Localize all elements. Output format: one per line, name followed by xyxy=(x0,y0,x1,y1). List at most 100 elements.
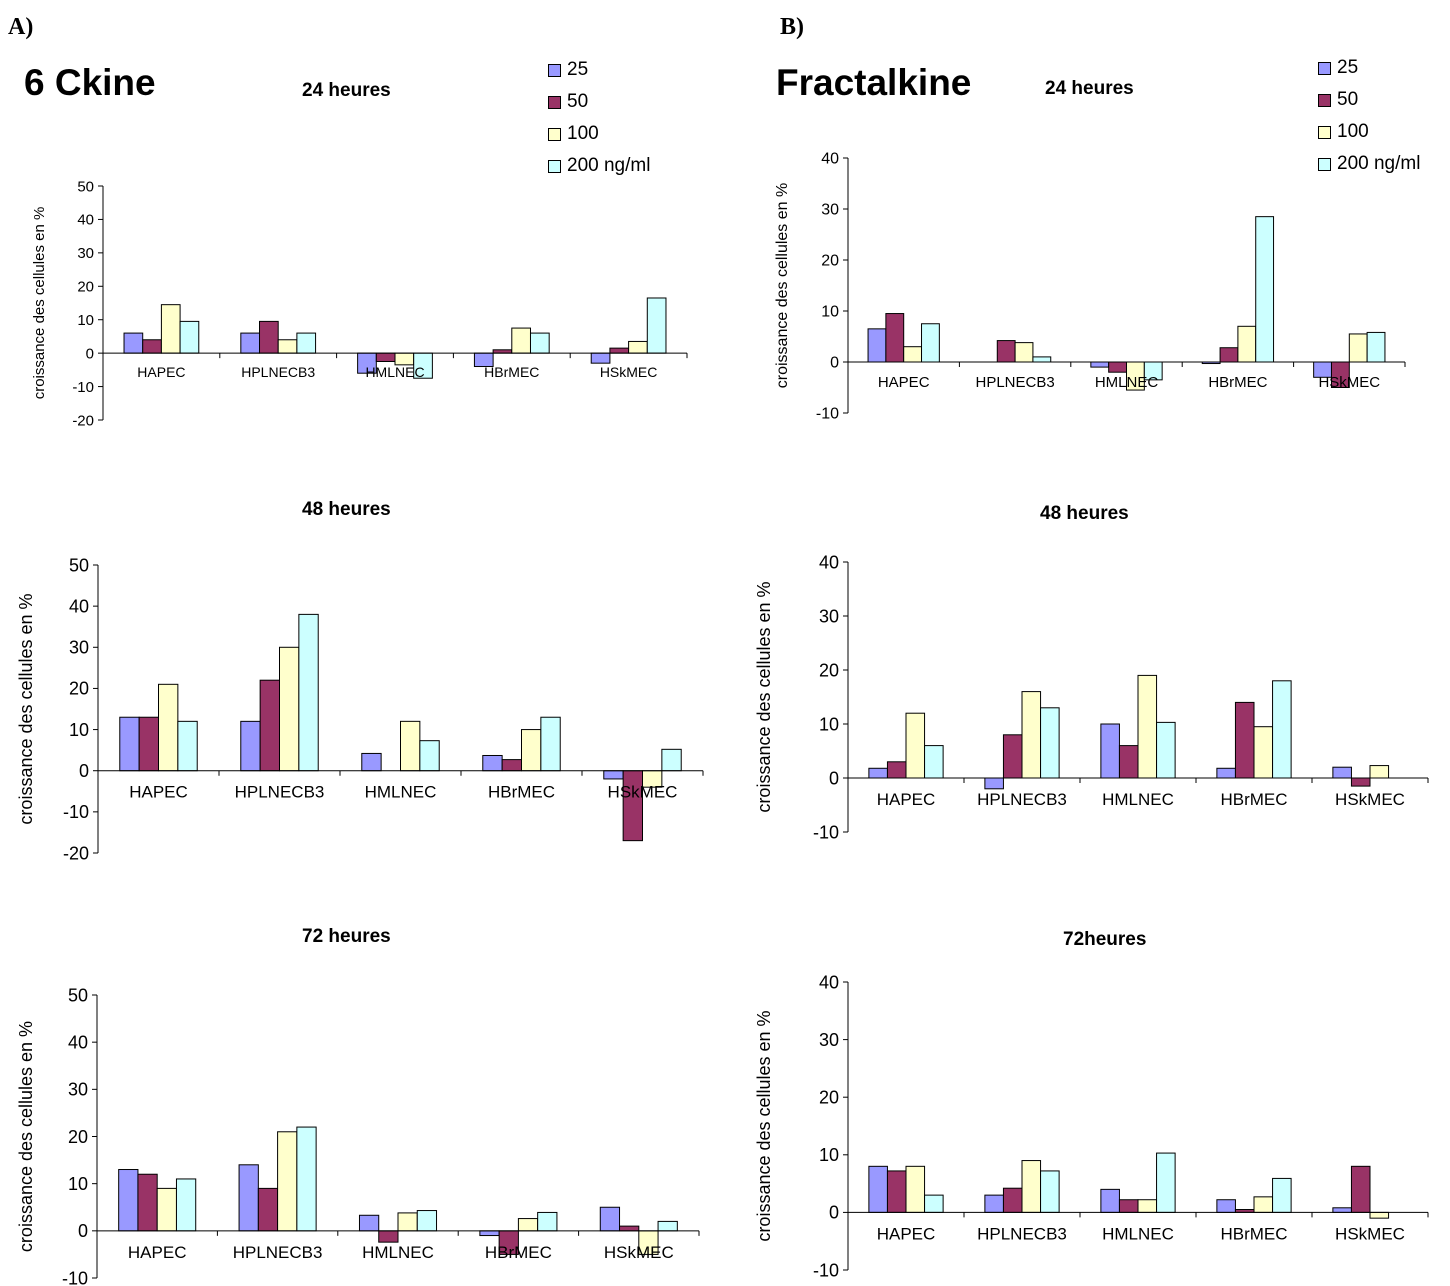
x-tick-label: HAPEC xyxy=(878,374,930,391)
bar-a72-series-3-cat-2 xyxy=(416,1210,438,1232)
bar-a48-series-1-cat-0 xyxy=(138,716,159,772)
bar-b24-series-3-cat-3 xyxy=(1255,216,1275,363)
y-tick-label: 20 xyxy=(69,679,89,699)
bar-a72-series-1-cat-0 xyxy=(137,1173,158,1232)
y-tick-label: 30 xyxy=(68,1080,88,1100)
bar-a24-series-0-cat-0 xyxy=(123,332,144,354)
x-tick-label: HMLNEC xyxy=(365,783,437,802)
bar-b48-series-2-cat-1 xyxy=(1021,691,1042,779)
x-tick-label: HAPEC xyxy=(128,1243,187,1262)
y-axis-label: croissance des cellules en % xyxy=(31,207,48,400)
legend-swatch xyxy=(548,63,561,77)
panel-a-label: A) xyxy=(8,14,34,40)
bar-a72-series-0-cat-3 xyxy=(479,1230,500,1237)
legend-swatch xyxy=(548,95,561,109)
bar-b24-series-0-cat-2 xyxy=(1090,361,1110,368)
y-tick-label: 50 xyxy=(68,985,88,1005)
y-tick-label: 10 xyxy=(69,720,89,740)
bar-b72-series-2-cat-0 xyxy=(905,1165,926,1213)
bar-a24-series-2-cat-4 xyxy=(628,340,648,354)
bar-b48-series-3-cat-0 xyxy=(924,745,944,779)
x-tick-label: HSkMEC xyxy=(600,364,658,380)
bar-a24-series-1-cat-3 xyxy=(492,349,513,354)
bar-a72-series-0-cat-2 xyxy=(358,1214,380,1232)
bar-a48-series-0-cat-3 xyxy=(482,754,503,772)
bar-a24-series-3-cat-1 xyxy=(296,332,317,354)
bar-a48-series-3-cat-4 xyxy=(661,748,682,772)
bar-b48-series-1-cat-3 xyxy=(1234,701,1255,779)
legend-item-50: 50 xyxy=(1318,84,1420,116)
y-tick-label: 0 xyxy=(829,768,839,788)
x-tick-label: HAPEC xyxy=(129,783,188,802)
bar-b48-series-2-cat-3 xyxy=(1253,726,1274,779)
y-tick-label: -10 xyxy=(63,802,89,822)
bar-b72-series-2-cat-2 xyxy=(1137,1199,1158,1213)
x-tick-label: HPLNECB3 xyxy=(975,374,1054,391)
bar-b48-series-0-cat-4 xyxy=(1332,766,1352,779)
legend-item-200: 200 ng/ml xyxy=(548,150,650,182)
bar-a24-series-3-cat-4 xyxy=(646,297,667,354)
x-tick-label: HBrMEC xyxy=(488,783,555,802)
legend-label: 50 xyxy=(1337,89,1359,110)
bar-a48-series-2-cat-0 xyxy=(158,683,179,772)
bar-b72-series-0-cat-0 xyxy=(868,1165,888,1213)
legend-item-200: 200 ng/ml xyxy=(1318,148,1420,180)
bar-b72-series-2-cat-3 xyxy=(1253,1196,1274,1213)
bar-b48-series-1-cat-0 xyxy=(886,761,907,779)
y-tick-label: 0 xyxy=(829,1203,839,1223)
bar-a24-series-3-cat-3 xyxy=(529,332,550,354)
x-tick-label: HSkMEC xyxy=(1335,790,1405,809)
bar-b72-series-0-cat-4 xyxy=(1332,1207,1352,1213)
y-tick-label: 40 xyxy=(821,151,839,168)
legend-label: 25 xyxy=(567,59,589,80)
x-tick-label: HMLNEC xyxy=(1102,1224,1174,1243)
bar-b72-series-1-cat-4 xyxy=(1350,1165,1371,1213)
chart-title-b48: 48 heures xyxy=(1040,503,1129,524)
x-tick-label: HPLNECB3 xyxy=(233,1243,323,1262)
bar-b72-series-1-cat-1 xyxy=(1002,1187,1023,1213)
y-tick-label: -10 xyxy=(816,406,839,423)
bar-b48-series-0-cat-1 xyxy=(984,777,1004,790)
y-axis-label: croissance des cellules en % xyxy=(16,593,36,824)
x-tick-label: HSkMEC xyxy=(608,783,678,802)
y-tick-label: 0 xyxy=(78,1221,88,1241)
bar-b72-series-0-cat-2 xyxy=(1100,1188,1120,1213)
bar-b72-series-3-cat-0 xyxy=(924,1194,944,1213)
y-tick-label: 20 xyxy=(68,1127,88,1147)
x-tick-label: HSkMEC xyxy=(1335,1224,1405,1243)
bar-a48-series-0-cat-2 xyxy=(361,752,382,772)
bar-a24-series-1-cat-2 xyxy=(375,352,396,362)
y-tick-label: 20 xyxy=(819,660,839,680)
y-tick-label: 10 xyxy=(819,1145,839,1165)
bar-a24-series-2-cat-0 xyxy=(160,304,181,354)
y-tick-label: 40 xyxy=(68,1032,88,1052)
x-tick-label: HPLNECB3 xyxy=(235,783,325,802)
bar-b72-series-3-cat-3 xyxy=(1272,1177,1292,1213)
legend-label: 50 xyxy=(567,91,589,112)
legend-item-100: 100 xyxy=(1318,116,1420,148)
x-tick-label: HBrMEC xyxy=(1220,790,1287,809)
y-tick-label: 10 xyxy=(77,312,94,329)
bar-a24-series-1-cat-1 xyxy=(259,320,279,354)
x-tick-label: HSkMEC xyxy=(1318,374,1380,391)
bar-a72-series-2-cat-2 xyxy=(397,1212,418,1232)
bar-a72-series-2-cat-0 xyxy=(156,1187,177,1232)
bar-a24-series-0-cat-1 xyxy=(240,332,261,354)
chart-title-b24: 24 heures xyxy=(1045,78,1134,99)
bar-a72-series-3-cat-4 xyxy=(657,1220,678,1232)
bar-b72-series-1-cat-2 xyxy=(1118,1199,1139,1213)
y-tick-label: -10 xyxy=(62,1268,88,1286)
x-tick-label: HMLNEC xyxy=(1102,790,1174,809)
chart-title-a48: 48 heures xyxy=(302,499,391,520)
bar-b48-series-3-cat-2 xyxy=(1156,721,1176,779)
y-tick-label: 50 xyxy=(69,555,89,575)
bar-a48-series-1-cat-3 xyxy=(501,759,523,772)
x-tick-label: HPLNECB3 xyxy=(977,790,1067,809)
y-tick-label: -20 xyxy=(72,412,94,429)
legend-swatch xyxy=(1318,61,1331,75)
x-tick-label: HBrMEC xyxy=(485,1243,552,1262)
legend-swatch xyxy=(1318,93,1331,107)
x-tick-label: HBrMEC xyxy=(1220,1224,1287,1243)
x-tick-label: HPLNECB3 xyxy=(241,364,315,380)
